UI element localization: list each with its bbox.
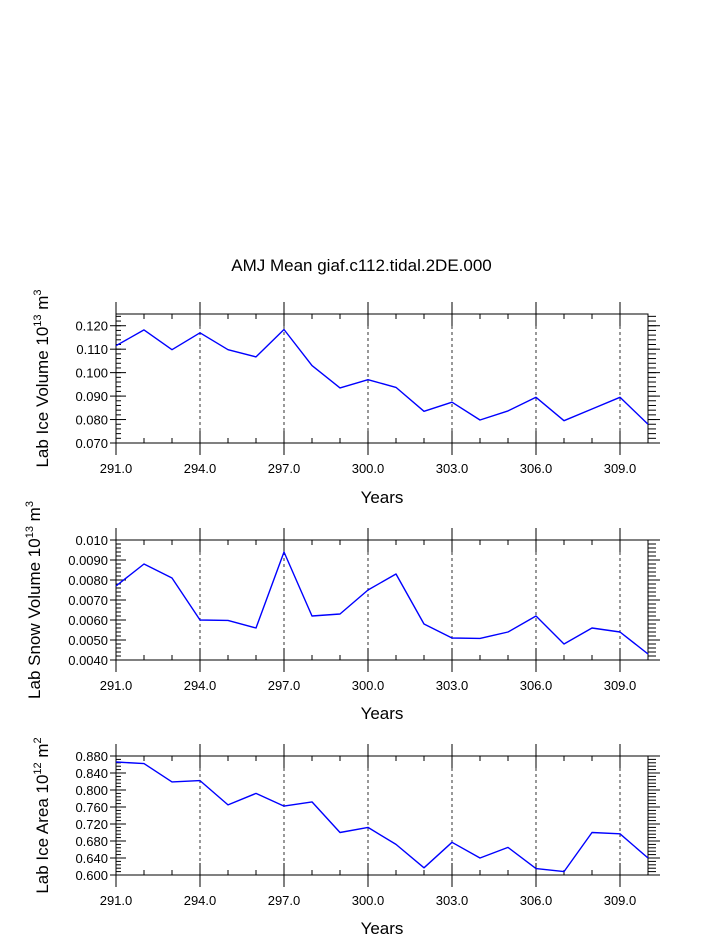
- y-tick-label: 0.800: [75, 783, 108, 798]
- x-tick-label: 303.0: [436, 461, 469, 476]
- y-tick-label: 0.840: [75, 766, 108, 781]
- x-tick-label: 306.0: [520, 461, 553, 476]
- y-axis-label-unit: m: [33, 743, 52, 762]
- plot-frame: [115, 755, 649, 876]
- x-tick-label: 291.0: [100, 461, 133, 476]
- x-axis-label: Years: [361, 704, 404, 723]
- chart-snow-volume: 291.0 294.0 297.0 300.0 303.0 306.0 309.0 0.004…: [24, 501, 660, 723]
- y-axis-label: Lab Snow Volume 1013 m3: [24, 501, 44, 699]
- y-axis-label-main: Lab Snow Volume 10: [25, 538, 44, 699]
- y-axis-label-unit-exp: 2: [32, 737, 44, 743]
- y-tick-label: 0.0080: [68, 573, 108, 588]
- y-tick-label: 0.0050: [68, 633, 108, 648]
- y-axis-label-exp: 13: [24, 526, 36, 538]
- y-axis-label-unit-exp: 3: [32, 289, 44, 295]
- x-axis-label: Years: [361, 919, 404, 935]
- y-tick-label: 0.100: [75, 366, 108, 381]
- x-tick-label: 303.0: [436, 678, 469, 693]
- y-tick-label: 0.010: [75, 533, 108, 548]
- y-axis-label: Lab Ice Volume 1013 m3: [32, 289, 52, 467]
- y-tick-label: 0.760: [75, 800, 108, 815]
- plot-frame: [115, 313, 649, 444]
- y-tick-label: 0.600: [75, 868, 108, 883]
- y-tick-label: 0.090: [75, 389, 108, 404]
- x-tick-label: 291.0: [100, 893, 133, 908]
- x-tick-label: 294.0: [184, 461, 217, 476]
- y-tick-label: 0.720: [75, 817, 108, 832]
- y-axis-label-unit-exp: 3: [24, 501, 36, 507]
- y-tick-label: 0.080: [75, 413, 108, 428]
- y-tick-label: 0.0060: [68, 613, 108, 628]
- chart-ice-area: 291.0 294.0 297.0 300.0 303.0 306.0 309.0 0.600…: [32, 737, 660, 935]
- y-tick-label: 0.120: [75, 319, 108, 334]
- y-tick-label: 0.0040: [68, 653, 108, 668]
- y-axis-label-exp: 12: [32, 762, 44, 774]
- x-tick-label: 297.0: [268, 893, 301, 908]
- x-tick-label: 309.0: [604, 461, 637, 476]
- y-tick-label: 0.680: [75, 834, 108, 849]
- x-tick-label: 303.0: [436, 893, 469, 908]
- x-tick-label: 294.0: [184, 678, 217, 693]
- x-tick-label: 300.0: [352, 678, 385, 693]
- y-tick-label: 0.0090: [68, 553, 108, 568]
- x-tick-label: 297.0: [268, 678, 301, 693]
- series-line: [115, 551, 649, 655]
- y-axis-label-exp: 13: [32, 314, 44, 326]
- x-tick-label: 300.0: [352, 461, 385, 476]
- x-tick-label: 291.0: [100, 678, 133, 693]
- x-tick-label: 309.0: [604, 678, 637, 693]
- page-title: AMJ Mean giaf.c112.tidal.2DE.000: [231, 256, 492, 275]
- y-tick-label: 0.110: [76, 342, 108, 357]
- y-tick-label: 0.640: [75, 851, 108, 866]
- y-tick-label: 0.070: [75, 436, 108, 451]
- x-tick-label: 306.0: [520, 678, 553, 693]
- plot-frame: [115, 539, 649, 661]
- x-tick-label: 309.0: [604, 893, 637, 908]
- y-tick-label: 0.0070: [68, 593, 108, 608]
- y-tick-label: 0.880: [75, 749, 108, 764]
- y-axis-label-unit: m: [25, 507, 44, 526]
- series-line: [115, 761, 649, 873]
- x-tick-label: 300.0: [352, 893, 385, 908]
- y-axis-label-unit: m: [33, 296, 52, 315]
- series-line: [115, 328, 649, 425]
- y-axis-label-main: Lab Ice Volume 10: [33, 327, 52, 468]
- x-tick-label: 306.0: [520, 893, 553, 908]
- y-axis-label-main: Lab Ice Area 10: [33, 775, 52, 894]
- chart-ice-volume: 291.0 294.0 297.0 300.0 303.0 306.0 309.0 0.070…: [32, 289, 660, 507]
- y-axis-label: Lab Ice Area 1012 m2: [32, 737, 52, 893]
- x-tick-label: 297.0: [268, 461, 301, 476]
- x-tick-label: 294.0: [184, 893, 217, 908]
- x-axis-label: Years: [361, 488, 404, 507]
